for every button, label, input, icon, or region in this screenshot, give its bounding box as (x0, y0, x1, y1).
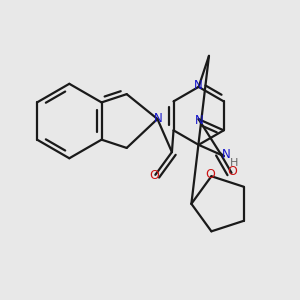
Text: N: N (194, 80, 203, 92)
Text: N: N (221, 148, 230, 161)
Text: H: H (230, 158, 238, 168)
Text: O: O (149, 169, 159, 182)
Text: O: O (228, 165, 238, 178)
Text: N: N (195, 114, 204, 127)
Text: N: N (154, 112, 163, 125)
Text: O: O (206, 168, 215, 181)
